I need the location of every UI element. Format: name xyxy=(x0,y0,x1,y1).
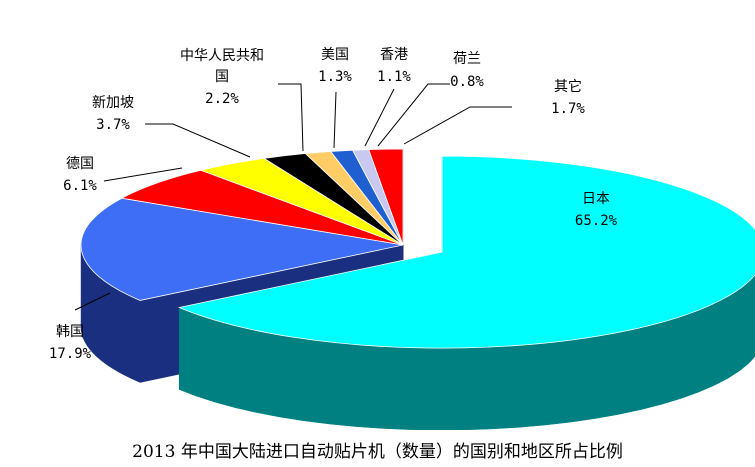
leader-usa xyxy=(333,91,337,149)
label-usa-name: 美国 xyxy=(321,47,349,63)
leader-hongkong xyxy=(364,88,395,147)
label-china-name: 中华人民共和 xyxy=(180,48,264,64)
slice-label-singapore: 新加坡 3.7% xyxy=(92,95,251,158)
label-singapore-name: 新加坡 xyxy=(92,95,134,111)
slice-label-japan: 日本 65.2% xyxy=(575,191,618,229)
pie-slices xyxy=(80,148,755,430)
label-singapore-value: 3.7% xyxy=(96,117,130,133)
slice-0 xyxy=(177,155,755,349)
leader-china xyxy=(278,83,304,152)
label-other-name: 其它 xyxy=(554,78,582,95)
label-china-name-line2: 国 xyxy=(215,69,229,85)
slice-label-netherlands: 荷兰 0.8% xyxy=(377,51,484,147)
label-hongkong-value: 1.1% xyxy=(377,69,411,85)
leader-netherlands xyxy=(377,83,450,147)
label-china-value: 2.2% xyxy=(205,91,239,107)
label-germany-name: 德国 xyxy=(66,156,94,172)
label-korea-name: 韩国 xyxy=(56,324,84,340)
chart-title: 2013 年中国大陆进口自动贴片机（数量）的国别和地区所占比例 xyxy=(132,442,623,462)
label-netherlands-value: 0.8% xyxy=(450,74,484,90)
leader-germany xyxy=(103,167,183,182)
label-japan-value: 65.2% xyxy=(575,213,618,229)
slice-1 xyxy=(80,197,404,301)
slice-label-hongkong: 香港 1.1% xyxy=(364,47,411,147)
slice-label-germany: 德国 6.1% xyxy=(63,156,183,194)
slice-label-korea: 韩国 17.9% xyxy=(49,292,111,362)
label-netherlands-name: 荷兰 xyxy=(453,51,481,67)
label-korea-value: 17.9% xyxy=(49,346,92,362)
label-germany-value: 6.1% xyxy=(63,178,97,194)
slice-8 xyxy=(368,148,404,246)
leader-singapore xyxy=(145,123,251,158)
label-other-value: 1.7% xyxy=(551,101,585,117)
pie-chart: 日本 65.2% 韩国 17.9% 德国 6.1% 新加坡 3.7% 中华人民共… xyxy=(49,47,755,430)
slice-2 xyxy=(120,169,404,246)
label-japan-name: 日本 xyxy=(582,191,610,207)
leader-korea xyxy=(74,292,111,311)
label-usa-value: 1.3% xyxy=(318,69,352,85)
label-hongkong-name: 香港 xyxy=(380,47,408,63)
slice-label-other: 其它 1.7% xyxy=(403,78,585,145)
slice-label-china: 中华人民共和 国 2.2% xyxy=(180,48,304,152)
leader-other xyxy=(403,106,512,145)
slice-label-usa: 美国 1.3% xyxy=(318,47,352,149)
